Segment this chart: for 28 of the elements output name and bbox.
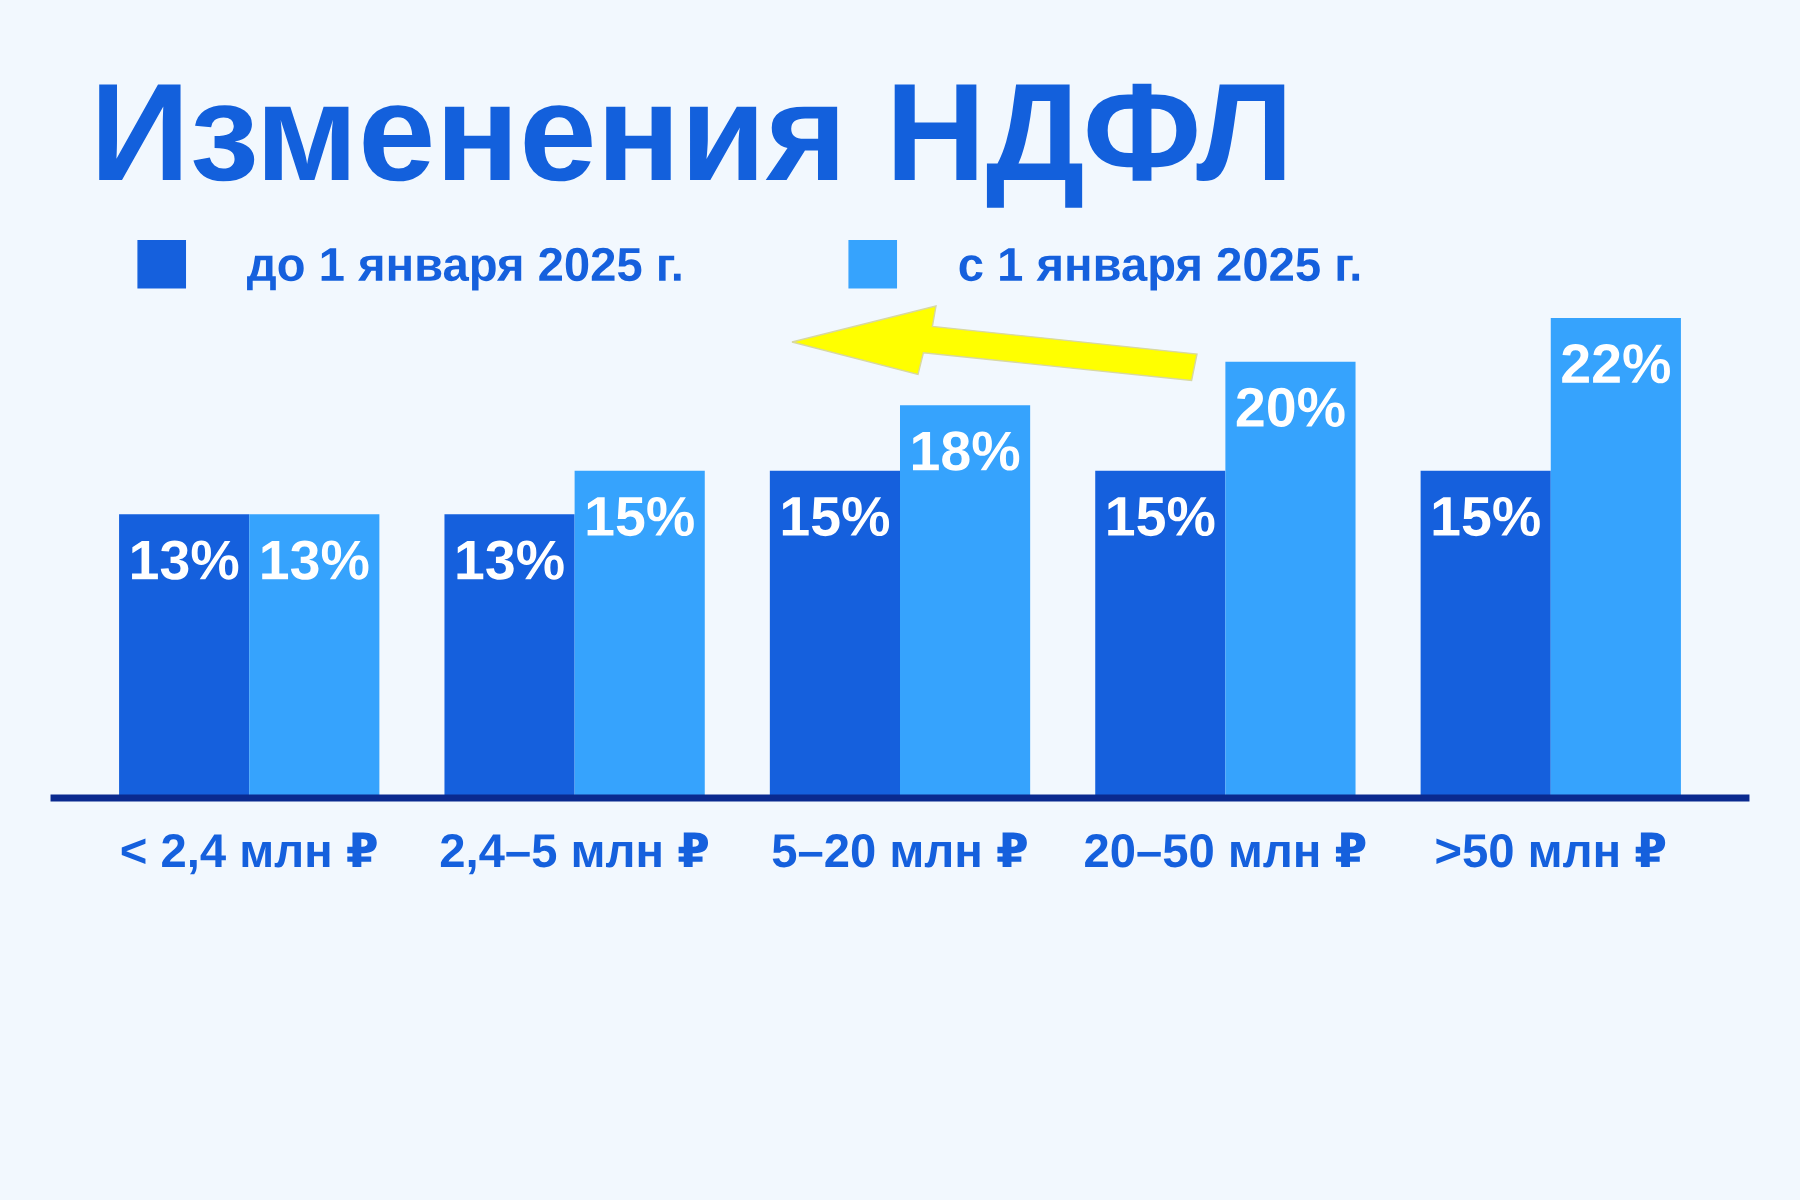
data-label: 15% [587, 496, 694, 537]
data-label: 20% [1236, 387, 1345, 428]
chart-title: Изменения НДФЛ [99, 83, 1285, 208]
bar [900, 405, 1031, 798]
data-label: 13% [132, 540, 239, 580]
bar [1225, 361, 1356, 798]
data-label: 13% [262, 540, 369, 580]
legend-label: с 1 января 2025 г. [959, 247, 1360, 291]
bar [1095, 470, 1226, 798]
x-tick-label: < 2,4 млн ₽ [121, 832, 377, 875]
bar [574, 470, 705, 798]
data-label: 15% [782, 496, 890, 537]
x-tick-label: 5–20 млн ₽ [772, 832, 1027, 868]
x-tick-label: 2,4–5 млн ₽ [440, 832, 709, 875]
data-label: 13% [457, 540, 564, 580]
data-label: 22% [1562, 344, 1670, 384]
bar [1550, 318, 1681, 798]
legend-label: до 1 января 2025 г. [247, 247, 681, 291]
bar [444, 514, 575, 798]
data-label: 15% [1433, 496, 1540, 537]
bar [769, 470, 900, 798]
x-tick-label: 20–50 млн ₽ [1085, 832, 1366, 868]
bar [1420, 470, 1551, 798]
data-label: 15% [1108, 496, 1215, 537]
data-label: 18% [912, 431, 1020, 471]
bar [119, 514, 250, 798]
x-tick-label: >50 млн ₽ [1436, 832, 1666, 868]
bar [249, 514, 380, 798]
